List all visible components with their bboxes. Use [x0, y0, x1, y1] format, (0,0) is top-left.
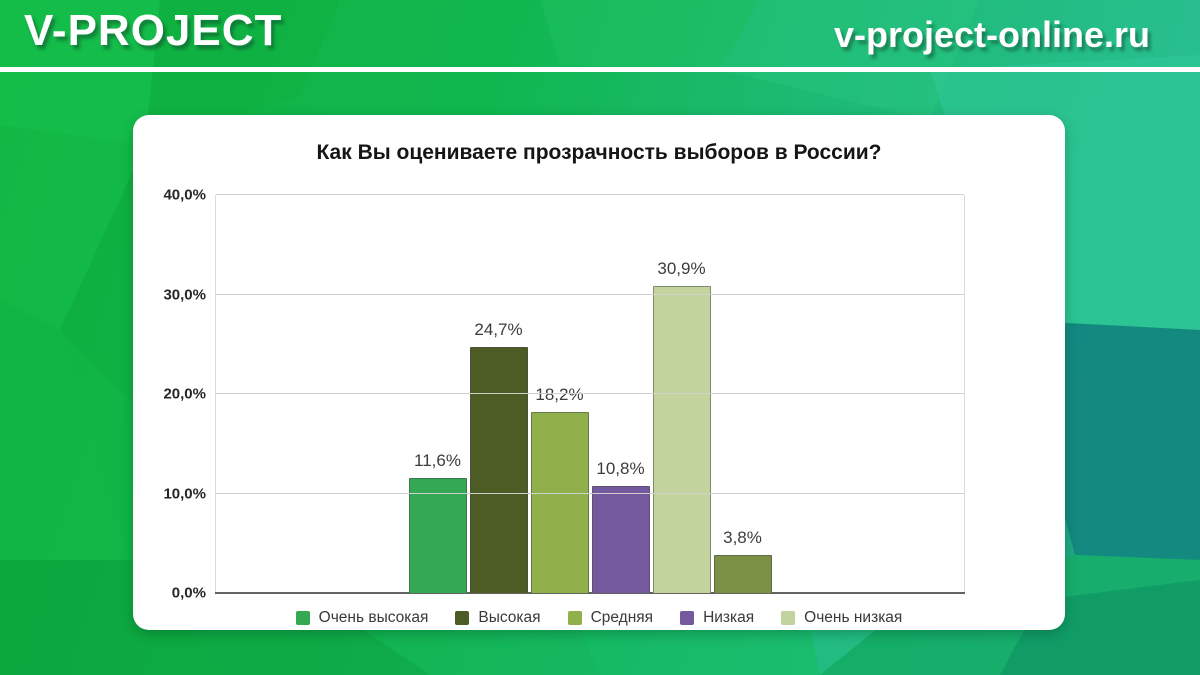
legend-swatch-1	[295, 611, 310, 625]
legend: Очень высокая Высокая Средняя Низкая Очень н…	[133, 609, 1065, 627]
y-tick-label-30: 30,0%	[163, 286, 206, 303]
legend-label-1: Очень высокая	[318, 609, 429, 626]
bars-group: 11,6% 24,7% 18,2% 10,8% 30,9% 3,8%	[216, 195, 964, 593]
legend-item-1: Очень высокая	[295, 609, 429, 627]
bar-value-label-3: 18,2%	[535, 384, 584, 404]
gridline-40	[216, 194, 964, 195]
x-axis-line	[215, 592, 965, 594]
plot-area: 11,6% 24,7% 18,2% 10,8% 30,9% 3,8% 0,0% 10,0% 2…	[163, 187, 965, 602]
legend-item-2: Высокая	[455, 609, 541, 627]
bar-3: 18,2%	[530, 385, 589, 593]
legend-item-4: Низкая	[680, 609, 754, 627]
bar-value-label-4: 10,8%	[596, 458, 645, 478]
legend-item-3: Средняя	[567, 609, 654, 627]
bar-value-label-5: 30,9%	[657, 258, 706, 278]
site-url: v-project-online.ru	[833, 14, 1150, 55]
chart-title: Как Вы оцениваете прозрачность выборов в…	[316, 141, 882, 164]
legend-label-4: Низкая	[703, 609, 755, 626]
y-tick-label-40: 40,0%	[163, 186, 206, 204]
legend-swatch-4	[680, 611, 695, 625]
legend-swatch-3	[567, 611, 582, 625]
bar-value-label-6: 3,8%	[723, 528, 762, 548]
y-tick-label-20: 20,0%	[163, 385, 206, 403]
legend-label-5: Очень низкая	[804, 609, 903, 626]
bar-1: 11,6%	[408, 451, 467, 593]
bar-4: 10,8%	[591, 459, 650, 593]
header-divider	[0, 67, 1200, 72]
bar-value-label-2: 24,7%	[474, 320, 523, 340]
bar-5: 30,9%	[652, 259, 711, 593]
bar-value-label-1: 11,6%	[414, 450, 461, 470]
y-tick-label-10: 10,0%	[163, 485, 206, 502]
legend-label-3: Средняя	[590, 609, 654, 626]
bar-6: 3,8%	[713, 528, 772, 593]
gridline-30	[216, 293, 964, 295]
bar-2: 24,7%	[469, 320, 528, 593]
legend-swatch-2	[455, 611, 470, 625]
gridline-20	[216, 393, 964, 394]
gridline-10	[216, 492, 964, 494]
legend-swatch-5	[781, 611, 796, 625]
y-tick-label-0: 0,0%	[171, 584, 206, 602]
chart-card: Как Вы оцениваете прозрачность выборов в…	[133, 115, 1065, 630]
logo: V-PROJECT	[24, 6, 283, 55]
legend-label-2: Высокая	[478, 609, 541, 626]
legend-item-5: Очень низкая	[781, 609, 902, 627]
